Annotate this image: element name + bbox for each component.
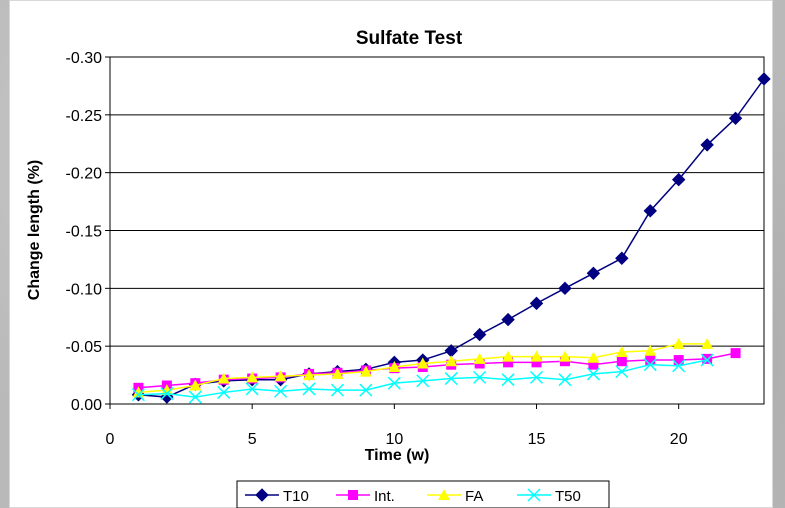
data-point-fa	[160, 384, 173, 396]
data-point-t50	[672, 359, 686, 373]
data-point-t50	[160, 387, 174, 401]
data-point-fa	[502, 350, 515, 362]
legend-label: T10	[283, 488, 309, 505]
y-tick-label: -0.15	[66, 224, 103, 241]
legend-marker	[348, 490, 358, 500]
data-point-t50	[359, 383, 373, 397]
data-point-int	[645, 355, 656, 366]
data-point-t50	[302, 382, 316, 396]
data-point-int	[588, 359, 599, 370]
data-point-int	[730, 348, 741, 359]
data-point-fa	[274, 370, 287, 382]
x-tick-label: 10	[385, 431, 403, 448]
data-point-t10	[757, 72, 771, 86]
data-point-fa	[331, 367, 344, 379]
data-point-t10	[558, 281, 572, 296]
data-point-t50	[473, 370, 487, 384]
data-point-t50	[416, 374, 430, 388]
data-point-fa	[303, 369, 316, 381]
data-point-t50	[217, 385, 231, 399]
data-point-fa	[416, 357, 429, 369]
chart-svg: Sulfate Test 0.00 -0.05 -0.10 -0.15 -0.20 -0.…	[26, 28, 771, 508]
y-tick-label: -0.10	[66, 281, 103, 298]
y-axis-title: Change length (%)	[26, 160, 43, 300]
x-tick-label: 15	[528, 431, 546, 448]
data-point-int	[531, 357, 542, 368]
data-point-t50	[131, 388, 145, 402]
legend-label: T50	[555, 488, 581, 505]
data-point-fa	[558, 350, 571, 362]
legend-marker	[255, 488, 269, 502]
data-point-fa	[189, 379, 202, 391]
data-point-int	[616, 356, 627, 367]
series-fa	[132, 337, 714, 398]
data-point-fa	[445, 355, 458, 367]
data-point-t10	[501, 312, 515, 327]
data-point-int	[702, 353, 713, 364]
legend-marker	[438, 489, 450, 500]
x-tick-label: 5	[248, 431, 257, 448]
grid-layer	[110, 56, 764, 347]
data-point-fa	[672, 337, 685, 349]
data-point-int	[673, 355, 684, 366]
legend-item-fa: FA	[427, 488, 483, 505]
data-point-fa	[615, 345, 628, 357]
chart-title: Sulfate Test	[356, 28, 463, 49]
data-point-t50	[643, 358, 657, 372]
data-point-t50	[330, 383, 345, 397]
data-point-t10	[643, 204, 657, 218]
data-point-t50	[586, 367, 600, 381]
data-point-t50	[529, 370, 544, 384]
data-point-t10	[728, 111, 743, 126]
chart-frame: Sulfate Test 0.00 -0.05 -0.10 -0.15 -0.20 -0.…	[9, 0, 773, 508]
data-point-t50	[615, 365, 629, 379]
y-tick-label: -0.25	[66, 108, 103, 125]
data-point-t50	[501, 373, 515, 387]
legend-item-t10: T10	[245, 488, 309, 505]
series-layer	[131, 72, 771, 404]
x-axis-title: Time (w)	[365, 447, 430, 464]
y-tick-label: 0.00	[71, 397, 102, 414]
data-point-fa	[530, 350, 543, 362]
legend: T10 Int. FA T50	[236, 480, 610, 508]
data-point-t50	[387, 376, 401, 390]
legend-marker	[527, 488, 541, 502]
data-point-t50	[700, 353, 714, 367]
y-tick-label: -0.30	[66, 50, 103, 67]
y-tick-label: -0.05	[66, 339, 103, 356]
data-point-t10	[472, 327, 487, 342]
data-point-t50	[558, 373, 572, 387]
data-point-fa	[388, 360, 401, 372]
series-t50	[131, 353, 714, 404]
y-tick-label: -0.20	[66, 166, 103, 183]
ticks-layer: 0.00 -0.05 -0.10 -0.15 -0.20 -0.25 -0.30 0 5 10 15…	[66, 50, 688, 448]
data-point-t50	[444, 372, 458, 386]
series-line-int	[138, 352, 736, 389]
legend-label: FA	[465, 488, 483, 505]
data-point-fa	[587, 351, 600, 363]
legend-item-t50: T50	[517, 488, 581, 505]
data-point-fa	[473, 352, 486, 364]
data-point-t10	[615, 251, 629, 265]
data-point-t50	[245, 382, 259, 396]
data-point-t10	[529, 296, 544, 311]
x-tick-label: 0	[106, 431, 115, 448]
data-point-fa	[644, 344, 657, 356]
legend-label: Int.	[374, 488, 395, 505]
data-point-fa	[246, 371, 259, 383]
data-point-int	[503, 357, 514, 368]
series-t10	[131, 72, 771, 404]
data-point-t10	[586, 266, 601, 281]
legend-item-int: Int.	[336, 488, 395, 505]
data-point-t50	[188, 390, 202, 404]
x-tick-label: 20	[670, 431, 688, 448]
data-point-t10	[700, 138, 714, 152]
data-point-fa	[217, 372, 230, 384]
data-point-t50	[274, 384, 288, 398]
data-point-fa	[359, 365, 372, 377]
data-point-fa	[701, 337, 714, 349]
data-point-t10	[671, 172, 686, 187]
